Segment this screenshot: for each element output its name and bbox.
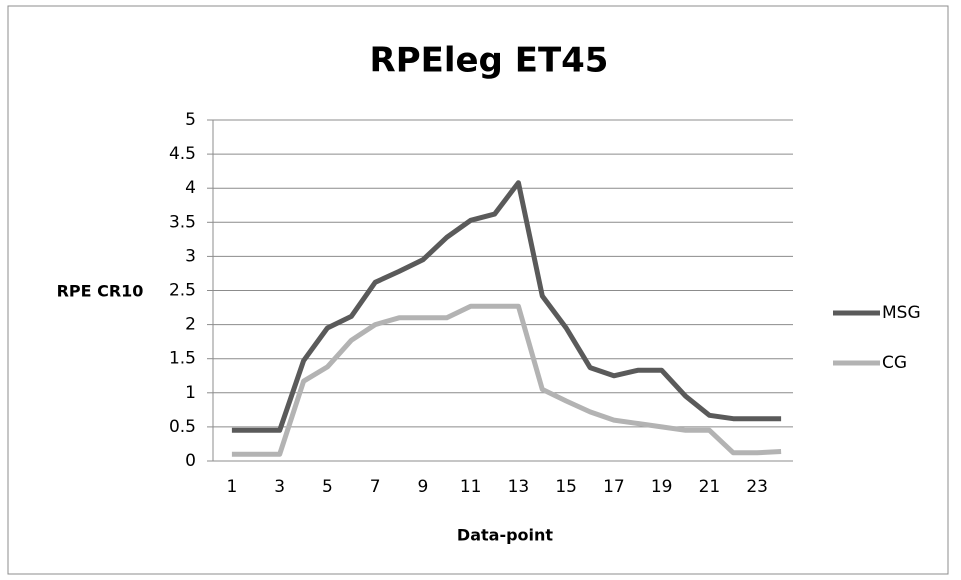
y-axis-label: RPE CR10 — [57, 282, 144, 301]
x-tick-label: 11 — [460, 477, 482, 497]
x-tick-label: 3 — [274, 477, 285, 497]
legend-label: CG — [882, 353, 907, 373]
y-tick-label: 1 — [185, 383, 196, 403]
y-tick-label: 4 — [185, 178, 196, 198]
series-line — [231, 180, 782, 433]
y-tick-label: 2.5 — [169, 281, 196, 301]
y-tick-label: 0 — [185, 451, 196, 471]
x-tick-label: 15 — [555, 477, 577, 497]
y-tick-label: 3.5 — [169, 212, 196, 232]
x-tick-label: 9 — [418, 477, 429, 497]
x-tick-label: 7 — [370, 477, 381, 497]
x-tick-label: 17 — [603, 477, 625, 497]
x-axis-label: Data-point — [457, 526, 553, 545]
x-tick-label: 23 — [746, 477, 768, 497]
y-tick-label: 3 — [185, 246, 196, 266]
x-tick-label: 5 — [322, 477, 333, 497]
y-tick-label: 0.5 — [169, 417, 196, 437]
x-tick-label: 21 — [699, 477, 721, 497]
chart-title: RPEleg ET45 — [370, 41, 609, 81]
series-line — [231, 303, 782, 457]
x-tick-label: 1 — [227, 477, 238, 497]
x-tick-label: 19 — [651, 477, 673, 497]
y-tick-label: 5 — [185, 110, 196, 130]
y-tick-label: 4.5 — [169, 144, 196, 164]
y-tick-label: 2 — [185, 315, 196, 335]
y-tick-label: 1.5 — [169, 349, 196, 369]
x-tick-label: 13 — [508, 477, 530, 497]
legend-label: MSG — [882, 303, 921, 323]
